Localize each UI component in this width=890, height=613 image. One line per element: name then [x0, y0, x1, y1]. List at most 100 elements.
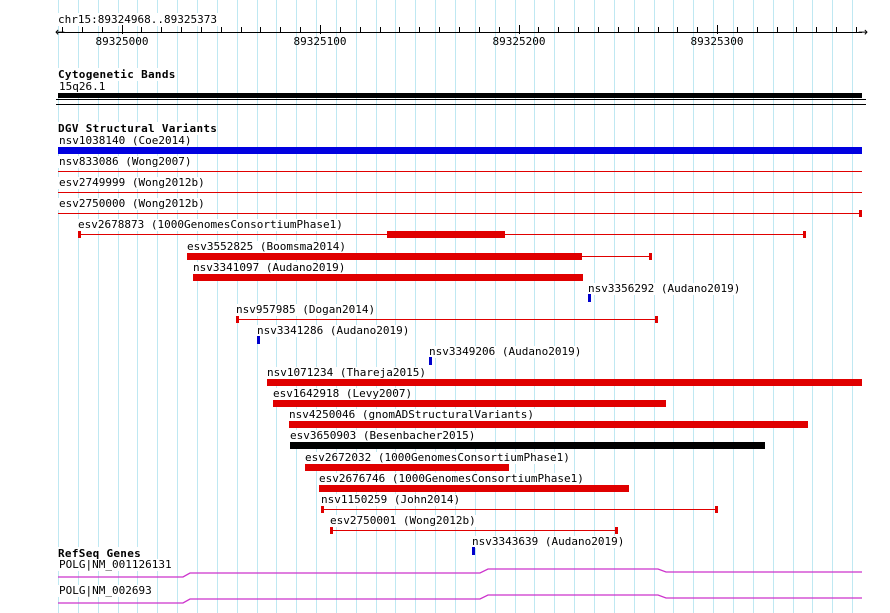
variant-label-esv1642918[interactable]: esv1642918 (Levy2007) — [272, 387, 414, 400]
ruler-tick — [519, 25, 520, 34]
ruler-tick-label: 89325300 — [690, 35, 744, 48]
ruler-tick — [638, 27, 639, 33]
variant-bar-esv2672032[interactable] — [305, 464, 509, 471]
gene-track-polg-nm-001126131[interactable] — [58, 568, 862, 582]
variant-bar-nsv3341286[interactable] — [257, 336, 260, 344]
gene-track-polg-nm-002693[interactable] — [58, 594, 862, 608]
variant-label-esv2676746[interactable]: esv2676746 (1000GenomesConsortiumPhase1) — [318, 472, 585, 485]
variant-bar-esv2750001[interactable] — [330, 530, 618, 531]
variant-label-esv3552825[interactable]: esv3552825 (Boomsma2014) — [186, 240, 347, 253]
variant-bar-esv2750001[interactable] — [330, 527, 333, 534]
ruler-tick — [439, 27, 440, 33]
ruler-tick — [856, 27, 857, 33]
variant-label-esv3650903[interactable]: esv3650903 (Besenbacher2015) — [289, 429, 477, 442]
variant-bar-esv2750000[interactable] — [859, 210, 862, 217]
grid-line — [177, 0, 178, 613]
grid-line — [693, 0, 694, 613]
grid-line — [118, 0, 119, 613]
grid-line — [197, 0, 198, 613]
variant-bar-nsv833086[interactable] — [58, 171, 862, 172]
variant-bar-esv2676746[interactable] — [319, 485, 629, 492]
variant-bar-nsv3341097[interactable] — [193, 274, 583, 281]
ruler-tick — [360, 27, 361, 33]
variant-label-nsv4250046[interactable]: nsv4250046 (gnomADStructuralVariants) — [288, 408, 536, 421]
ruler-tick-label: 89325100 — [293, 35, 347, 48]
variant-bar-esv2678873[interactable] — [387, 231, 505, 238]
variant-bar-nsv1150259[interactable] — [321, 506, 324, 513]
variant-label-nsv957985[interactable]: nsv957985 (Dogan2014) — [235, 303, 377, 316]
ruler-tick — [62, 27, 63, 33]
ruler-tick — [241, 27, 242, 33]
grid-line — [773, 0, 774, 613]
variant-label-esv2749999[interactable]: esv2749999 (Wong2012b) — [58, 176, 206, 189]
variant-bar-nsv957985[interactable] — [236, 316, 239, 323]
variant-bar-nsv1071234[interactable] — [267, 379, 862, 386]
ruler-tick — [320, 25, 321, 34]
ruler-tick — [578, 27, 579, 33]
variant-bar-nsv1038140[interactable] — [58, 147, 862, 154]
variant-bar-nsv3349206[interactable] — [429, 357, 432, 365]
cytoband-bar[interactable] — [58, 93, 862, 98]
variant-bar-esv3552825[interactable] — [582, 256, 652, 257]
grid-line — [832, 0, 833, 613]
variant-bar-nsv1150259[interactable] — [715, 506, 718, 513]
section-title-cytogenetic-bands: Cytogenetic Bands — [58, 68, 176, 81]
variant-bar-esv2750001[interactable] — [615, 527, 618, 534]
gene-label-polg-nm-001126131[interactable]: POLG|NM_001126131 — [58, 558, 173, 571]
ruler-tick — [419, 27, 420, 33]
variant-bar-esv2750000[interactable] — [58, 213, 862, 214]
ruler-tick — [122, 25, 123, 34]
grid-line — [515, 0, 516, 613]
locus-label: chr15:89324968..89325373 — [58, 13, 219, 26]
variant-label-nsv3356292[interactable]: nsv3356292 (Audano2019) — [587, 282, 742, 295]
ruler-tick — [816, 27, 817, 33]
section-title-dgv-structural-variants: DGV Structural Variants — [58, 122, 218, 135]
variant-bar-esv3650903[interactable] — [290, 442, 765, 449]
variant-bar-nsv3356292[interactable] — [588, 294, 591, 302]
variant-bar-esv1642918[interactable] — [273, 400, 666, 407]
ruler-tick — [102, 27, 103, 33]
variant-bar-esv2678873[interactable] — [803, 231, 806, 238]
ruler-tick — [717, 25, 718, 34]
gene-label-polg-nm-002693[interactable]: POLG|NM_002693 — [58, 584, 153, 597]
ruler-tick — [201, 27, 202, 33]
variant-bar-esv3552825[interactable] — [187, 253, 582, 260]
grid-line — [654, 0, 655, 613]
variant-label-esv2750001[interactable]: esv2750001 (Wong2012b) — [329, 514, 477, 527]
variant-label-nsv1038140[interactable]: nsv1038140 (Coe2014) — [58, 134, 193, 147]
ruler-tick — [658, 27, 659, 33]
grid-line — [733, 0, 734, 613]
variant-label-esv2672032[interactable]: esv2672032 (1000GenomesConsortiumPhase1) — [304, 451, 571, 464]
variant-label-nsv833086[interactable]: nsv833086 (Wong2007) — [58, 155, 193, 168]
variant-bar-esv3552825[interactable] — [649, 253, 652, 260]
variant-bar-nsv3343639[interactable] — [472, 547, 475, 555]
variant-label-nsv3341097[interactable]: nsv3341097 (Audano2019) — [192, 261, 347, 274]
variant-label-esv2678873[interactable]: esv2678873 (1000GenomesConsortiumPhase1) — [77, 218, 344, 231]
variant-bar-esv2749999[interactable] — [58, 192, 862, 193]
grid-line — [534, 0, 535, 613]
grid-line — [852, 0, 853, 613]
variant-bar-nsv1150259[interactable] — [321, 509, 718, 510]
ruler-tick — [757, 27, 758, 33]
ruler-tick — [737, 27, 738, 33]
variant-bar-nsv4250046[interactable] — [289, 421, 808, 428]
ruler-tick — [777, 27, 778, 33]
variant-label-nsv1071234[interactable]: nsv1071234 (Thareja2015) — [266, 366, 427, 379]
variant-label-nsv3341286[interactable]: nsv3341286 (Audano2019) — [256, 324, 411, 337]
grid-line — [495, 0, 496, 613]
cytoband-label-15q26-1[interactable]: 15q26.1 — [58, 80, 107, 93]
ruler-tick — [538, 27, 539, 33]
ruler-tick — [221, 27, 222, 33]
ruler-tick — [677, 27, 678, 33]
variant-label-nsv1150259[interactable]: nsv1150259 (John2014) — [320, 493, 462, 506]
variant-bar-esv2678873[interactable] — [78, 231, 81, 238]
pan-right-arrow-icon[interactable]: → — [858, 25, 869, 39]
ruler-tick — [836, 27, 837, 33]
variant-bar-nsv957985[interactable] — [236, 319, 658, 320]
variant-label-nsv3343639[interactable]: nsv3343639 (Audano2019) — [471, 535, 626, 548]
variant-label-nsv3349206[interactable]: nsv3349206 (Audano2019) — [428, 345, 583, 358]
variant-label-esv2750000[interactable]: esv2750000 (Wong2012b) — [58, 197, 206, 210]
variant-bar-nsv957985[interactable] — [655, 316, 658, 323]
grid-line — [157, 0, 158, 613]
ruler-tick — [479, 27, 480, 33]
